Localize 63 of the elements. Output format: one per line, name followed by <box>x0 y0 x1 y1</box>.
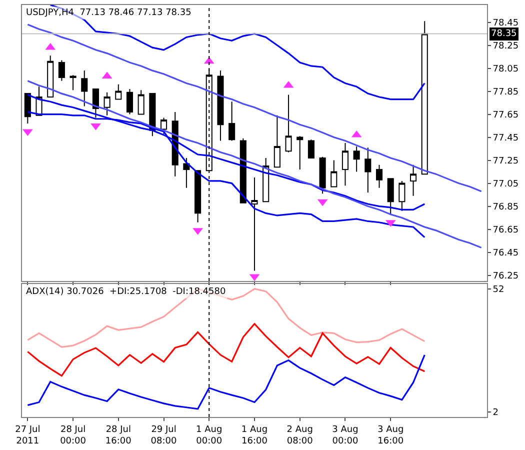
candlestick <box>398 180 406 212</box>
y-tick-label: 2 <box>492 408 499 418</box>
candlestick <box>47 55 54 98</box>
candlestick <box>138 90 144 115</box>
x-tick-label: 1 Aug 16:00 <box>241 424 268 446</box>
ref-line-label: 78.35 <box>491 29 517 39</box>
candlestick <box>342 142 349 186</box>
candlestick <box>262 157 270 202</box>
y-tick-label: 77.85 <box>492 87 519 98</box>
x-tick-label: 3 Aug 16:00 <box>378 424 404 446</box>
x-tick-label: 28 Jul 00:00 <box>60 424 86 446</box>
candlestick <box>410 164 417 196</box>
candlestick <box>183 157 190 188</box>
candlestick <box>353 146 360 172</box>
candlestick <box>24 93 31 124</box>
line-series <box>26 80 482 248</box>
y-tick-label: 77.25 <box>492 156 519 166</box>
candlestick <box>228 101 236 142</box>
candlestick <box>194 170 202 223</box>
candlestick <box>81 70 88 107</box>
candlestick <box>376 164 383 188</box>
x-tick-label: 2 Aug 08:00 <box>286 424 314 446</box>
candlestick <box>296 136 304 170</box>
x-tick-label: 1 Aug 00:00 <box>196 424 222 446</box>
y-tick-label: 78.25 <box>492 41 519 52</box>
candlestick <box>104 92 110 116</box>
candlestick <box>240 138 246 204</box>
y-tick-label: 77.45 <box>492 133 519 144</box>
x-tick-label: 3 Aug 00:00 <box>332 424 358 446</box>
y-tick-label: 77.05 <box>492 179 519 190</box>
candlestick <box>421 20 428 175</box>
y-tick-label: 76.65 <box>492 225 519 236</box>
candlestick <box>319 156 326 194</box>
candlestick <box>92 88 99 118</box>
line-series <box>26 288 426 348</box>
candlestick <box>126 88 134 115</box>
y-tick-label: 76.45 <box>492 248 519 258</box>
candlestick <box>364 147 372 193</box>
candlestick <box>70 74 76 91</box>
candlestick <box>58 60 65 82</box>
y-tick-label: 77.65 <box>492 110 519 120</box>
y-tick-label: 78.05 <box>492 64 519 74</box>
x-tick-label: 28 Jul 16:00 <box>105 424 132 446</box>
candlestick <box>251 177 258 272</box>
candlestick <box>308 139 314 158</box>
y-tick-label: 78.45 <box>492 18 519 28</box>
y-tick-label: 76.25 <box>492 271 519 282</box>
x-tick-label: 29 Jul 08:00 <box>150 424 178 446</box>
line-series <box>26 24 482 192</box>
candlestick <box>387 178 394 215</box>
candlestick <box>274 114 280 168</box>
annotation: ADX(14) 30.7026 +DI:25.1708 -DI:18.4580 <box>26 287 226 297</box>
candlestick <box>160 117 168 134</box>
x-tick-label: 27 Jul 2011 <box>15 424 40 446</box>
y-tick-label: 76.85 <box>492 202 519 212</box>
candlestick <box>330 160 338 188</box>
line-series <box>26 323 426 377</box>
line-series <box>26 354 426 410</box>
candlestick <box>285 94 292 153</box>
chart-title: USDJPY,H4 77.13 78.46 77.13 78.35 <box>26 8 192 18</box>
candlestick <box>115 84 122 100</box>
y-tick-label: 52 <box>492 285 504 296</box>
candlestick <box>217 70 224 142</box>
